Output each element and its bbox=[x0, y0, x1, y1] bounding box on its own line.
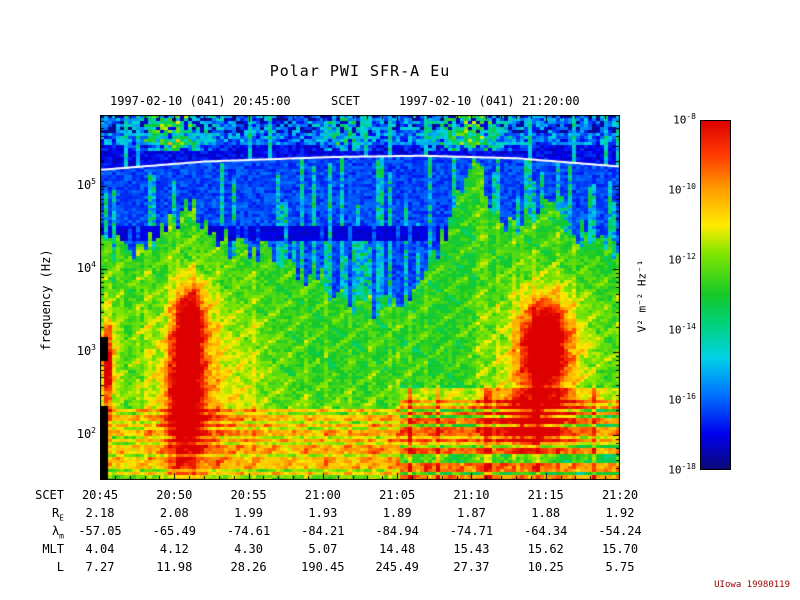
colorbar-tick-label: 10-18 bbox=[668, 462, 696, 477]
ephemeris-cell: 5.75 bbox=[605, 560, 635, 574]
ephemeris-row-label: MLT bbox=[42, 542, 64, 556]
colorbar-tick-label: 10-8 bbox=[673, 112, 696, 127]
time-range-header: 1997-02-10 (041) 20:45:00 SCET 1997-02-1… bbox=[0, 94, 800, 110]
y-tick-label: 105 bbox=[76, 176, 96, 192]
ephemeris-row-label: L bbox=[56, 560, 64, 574]
ephemeris-cell: 1.87 bbox=[456, 506, 486, 520]
ephemeris-cell: 21:20 bbox=[601, 488, 639, 502]
ephemeris-cell: -57.05 bbox=[78, 524, 122, 538]
ephemeris-cell: -84.94 bbox=[375, 524, 419, 538]
ephemeris-cell: 21:05 bbox=[379, 488, 416, 502]
ephemeris-row: RE 2.18 2.08 1.99 1.93 1.89 1.87 1.88 1.92 bbox=[0, 506, 800, 522]
plot-title: Polar PWI SFR-A Eu bbox=[269, 62, 451, 80]
ephemeris-cell: 27.37 bbox=[453, 560, 490, 574]
ephemeris-cell: 28.26 bbox=[230, 560, 267, 574]
ephemeris-cell: -84.21 bbox=[301, 524, 345, 538]
ephemeris-cell: 1.92 bbox=[605, 506, 635, 520]
start-time-label: 1997-02-10 (041) 20:45:00 bbox=[110, 94, 291, 108]
ephemeris-row-label: RE bbox=[51, 506, 64, 523]
ephemeris-cell: 1.88 bbox=[531, 506, 561, 520]
ephemeris-cell: 21:15 bbox=[527, 488, 564, 502]
ephemeris-cell: 190.45 bbox=[301, 560, 345, 574]
ephemeris-cell: 15.43 bbox=[453, 542, 490, 556]
ephemeris-cell: 7.27 bbox=[85, 560, 115, 574]
ephemeris-cell: 20:50 bbox=[156, 488, 193, 502]
y-tick-label: 104 bbox=[76, 259, 96, 275]
ephemeris-row: MLT 4.04 4.12 4.30 5.07 14.48 15.43 15.62 15.70 bbox=[0, 542, 800, 558]
ephemeris-cell: 1.93 bbox=[308, 506, 338, 520]
ephemeris-cell: 21:10 bbox=[453, 488, 490, 502]
ephemeris-cell: 4.04 bbox=[85, 542, 115, 556]
ephemeris-row-label: SCET bbox=[35, 488, 64, 502]
ephemeris-cell: 5.07 bbox=[308, 542, 338, 556]
ephemeris-cell: -64.34 bbox=[524, 524, 568, 538]
y-tick-label: 103 bbox=[76, 342, 96, 358]
ephemeris-cell: 20:55 bbox=[230, 488, 267, 502]
ephemeris-cell: 10.25 bbox=[527, 560, 564, 574]
colorbar-tick-label: 10-14 bbox=[668, 322, 696, 337]
spectrogram-canvas bbox=[100, 115, 620, 480]
colorbar-tick-label: 10-10 bbox=[668, 182, 696, 197]
ephemeris-cell: -65.49 bbox=[152, 524, 196, 538]
ephemeris-cell: 2.18 bbox=[85, 506, 115, 520]
ephemeris-row: L 7.27 11.98 28.26 190.45 245.49 27.37 10.25 5.7… bbox=[0, 560, 800, 576]
ephemeris-cell: 4.12 bbox=[159, 542, 189, 556]
ephemeris-cell: 2.08 bbox=[159, 506, 189, 520]
ephemeris-cell: 20:45 bbox=[81, 488, 119, 502]
ephemeris-cell: 4.30 bbox=[234, 542, 264, 556]
ephemeris-cell: 1.89 bbox=[382, 506, 412, 520]
ephemeris-cell: 11.98 bbox=[156, 560, 193, 574]
ephemeris-row-label: λm bbox=[51, 524, 64, 541]
ephemeris-cell: 21:00 bbox=[304, 488, 341, 502]
ephemeris-cell: 15.62 bbox=[527, 542, 564, 556]
y-tick-label: 102 bbox=[76, 426, 96, 442]
ephemeris-cell: 245.49 bbox=[375, 560, 419, 574]
ephemeris-cell: 1.99 bbox=[234, 506, 264, 520]
ephemeris-cell: -54.24 bbox=[598, 524, 642, 538]
colorbar-tick-label: 10-12 bbox=[668, 252, 696, 267]
ephemeris-cell: -74.61 bbox=[226, 524, 271, 538]
ephemeris-cell: 14.48 bbox=[379, 542, 416, 556]
ephemeris-row: λm -57.05 -65.49 -74.61 -84.21 -84.94 -74.71 -6… bbox=[0, 524, 800, 540]
scet-label: SCET bbox=[331, 94, 360, 108]
ephemeris-cell: 15.70 bbox=[601, 542, 639, 556]
colorbar bbox=[700, 120, 731, 470]
frequency-axis-label: frequency (Hz) bbox=[39, 249, 53, 351]
colorbar-unit-label: V² m⁻² Hz⁻¹ bbox=[635, 259, 649, 333]
end-time-label: 1997-02-10 (041) 21:20:00 bbox=[399, 94, 580, 108]
ephemeris-row: SCET 20:45 20:50 20:55 21:00 21:05 21:10 21:15 2… bbox=[0, 488, 800, 504]
colorbar-tick-label: 10-16 bbox=[668, 392, 696, 407]
credit-label: UIowa 19980119 bbox=[714, 580, 790, 590]
ephemeris-cell: -74.71 bbox=[449, 524, 494, 538]
